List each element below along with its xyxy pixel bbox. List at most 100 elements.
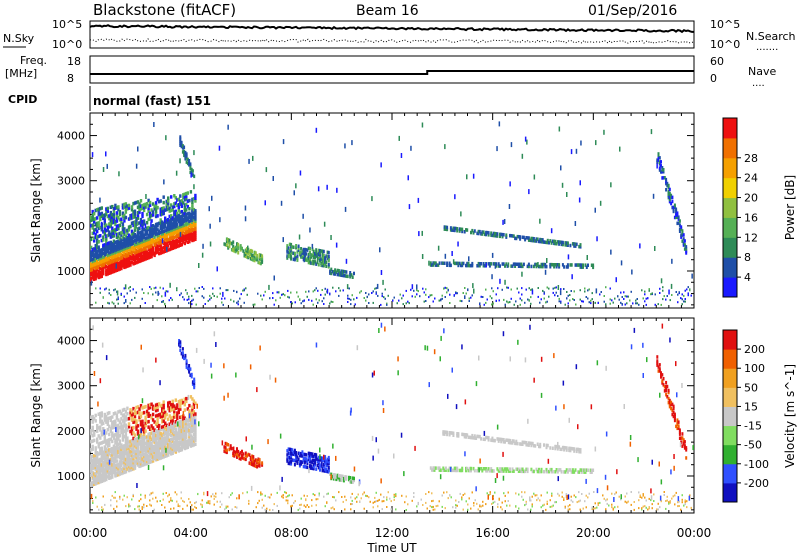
range-gate-cell [136, 429, 140, 433]
range-gate-cell [126, 417, 129, 421]
range-gate-cell [150, 226, 153, 230]
range-gate-cell [553, 265, 556, 269]
range-gate-cell [380, 270, 383, 275]
range-gate-cell [90, 268, 93, 272]
range-gate-cell [631, 269, 633, 275]
range-gate-cell [150, 213, 153, 218]
range-gate-cell [151, 457, 155, 461]
range-gate-cell [171, 224, 174, 228]
range-gate-cell [684, 289, 686, 292]
range-gate-cell [165, 242, 168, 247]
range-gate-cell [115, 205, 119, 210]
range-gate-cell [329, 269, 332, 273]
range-gate-cell [248, 158, 250, 164]
range-gate-cell [345, 258, 348, 264]
range-gate-cell [191, 423, 194, 427]
range-gate-cell [519, 235, 522, 239]
range-gate-cell [311, 299, 313, 302]
range-gate-cell [154, 445, 158, 450]
range-gate-cell [339, 273, 342, 277]
range-gate-cell [230, 248, 233, 252]
range-gate-cell [170, 203, 173, 207]
range-gate-cell [124, 437, 128, 441]
range-gate-cell [285, 491, 287, 494]
range-gate-cell [109, 415, 112, 420]
range-gate-cell [136, 457, 140, 461]
range-gate-cell [105, 475, 108, 480]
range-gate-cell [154, 443, 158, 448]
range-gate-cell [216, 295, 218, 298]
range-gate-cell [686, 500, 688, 503]
range-gate-cell [126, 455, 129, 459]
range-gate-cell [584, 287, 586, 290]
range-gate-cell [130, 459, 134, 463]
range-gate-cell [164, 413, 167, 417]
range-gate-cell [120, 463, 123, 468]
range-gate-cell [126, 242, 129, 246]
range-gate-cell [437, 466, 440, 470]
range-gate-cell [108, 222, 111, 226]
range-gate-cell [353, 476, 355, 481]
range-gate-cell [118, 243, 122, 247]
range-gate-cell [106, 247, 109, 252]
range-gate-cell [434, 263, 437, 267]
range-gate-cell [179, 415, 182, 420]
range-gate-cell [537, 287, 539, 289]
range-gate-cell [129, 445, 132, 450]
range-gate-cell [170, 247, 173, 251]
range-gate-cell [665, 181, 668, 186]
range-gate-cell [585, 265, 588, 269]
range-gate-cell [144, 496, 146, 499]
range-gate-cell [194, 193, 197, 198]
range-gate-cell [135, 437, 138, 441]
range-gate-cell [671, 294, 673, 296]
range-gate-cell [194, 229, 197, 233]
range-gate-cell [337, 271, 340, 275]
range-gate-cell [124, 465, 128, 470]
range-gate-cell [194, 401, 197, 405]
range-gate-cell [171, 451, 174, 455]
nave-key: .... [752, 78, 765, 89]
range-gate-cell [293, 458, 296, 463]
range-gate-cell [135, 163, 138, 169]
range-gate-cell [138, 436, 141, 440]
range-gate-cell [142, 448, 146, 453]
range-gate-cell [138, 221, 141, 225]
range-gate-cell [93, 433, 96, 437]
range-gate-cell [233, 454, 236, 458]
range-gate-cell [165, 427, 168, 431]
range-gate-cell [322, 249, 325, 254]
range-gate-cell [306, 295, 308, 298]
range-gate-cell [111, 465, 114, 469]
range-gate-cell [194, 505, 196, 508]
range-gate-cell [136, 256, 140, 260]
range-gate-cell [159, 444, 162, 448]
range-gate-cell [130, 256, 134, 260]
range-gate-cell [159, 456, 162, 460]
range-gate-cell [112, 425, 116, 429]
range-gate-cell [97, 474, 100, 479]
range-gate-cell [123, 232, 126, 237]
range-gate-cell [171, 244, 174, 248]
range-gate-cell [480, 295, 482, 298]
range-gate-cell [665, 500, 667, 502]
range-gate-cell [170, 444, 173, 448]
range-gate-cell [627, 295, 629, 298]
range-gate-cell [142, 405, 146, 409]
range-gate-cell [380, 493, 382, 496]
range-gate-cell [417, 197, 420, 203]
range-gate-cell [307, 256, 310, 261]
range-gate-cell [660, 278, 663, 284]
range-gate-cell [127, 468, 131, 473]
range-gate-cell [287, 451, 290, 455]
range-gate-cell [599, 200, 602, 206]
range-gate-cell [335, 477, 338, 482]
range-gate-cell [375, 291, 377, 294]
range-gate-cell [94, 473, 97, 478]
range-gate-cell [156, 424, 159, 428]
range-gate-cell [668, 187, 671, 192]
range-gate-cell [644, 300, 646, 303]
range-gate-cell [248, 499, 250, 502]
range-gate-cell [156, 236, 159, 240]
range-gate-cell [434, 466, 437, 470]
